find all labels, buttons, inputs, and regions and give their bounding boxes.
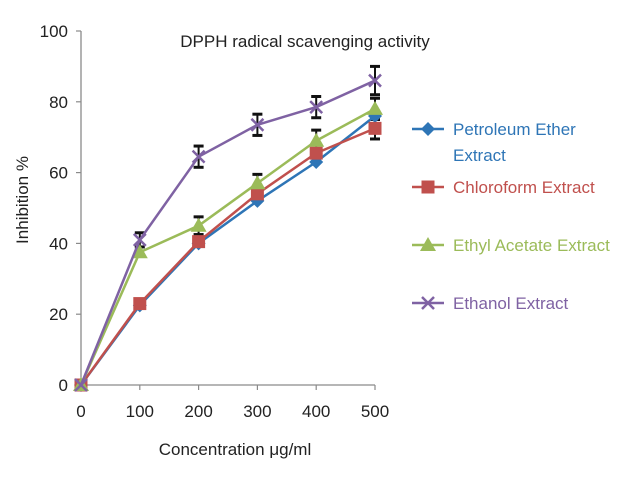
marker-stroke bbox=[74, 378, 88, 392]
legend-label-line: Extract bbox=[453, 146, 506, 165]
legend-label-line: Chloroform Extract bbox=[453, 178, 595, 197]
y-tick-label: 40 bbox=[49, 234, 68, 253]
legend-item: Ethyl Acetate Extract bbox=[412, 236, 610, 255]
series-1 bbox=[74, 121, 382, 392]
marker-stroke bbox=[132, 232, 147, 247]
data-point bbox=[309, 100, 324, 114]
data-point bbox=[132, 232, 147, 247]
data-point bbox=[368, 121, 382, 135]
series-line bbox=[79, 79, 376, 386]
x-tick-label: 100 bbox=[126, 402, 154, 421]
data-point bbox=[250, 117, 265, 132]
data-point bbox=[192, 235, 206, 249]
chart-title: DPPH radical scavenging activity bbox=[180, 32, 430, 51]
data-point bbox=[190, 217, 207, 232]
series-line bbox=[79, 114, 376, 386]
series-3 bbox=[74, 73, 382, 392]
legend-marker bbox=[421, 122, 435, 136]
marker-stroke bbox=[191, 149, 206, 164]
x-axis-label: Concentration μg/ml bbox=[159, 440, 311, 459]
series-line bbox=[79, 107, 376, 386]
x-tick-label: 0 bbox=[76, 402, 85, 421]
data-point bbox=[367, 100, 383, 115]
legend-label-line: Ethyl Acetate Extract bbox=[453, 236, 610, 255]
x-tick-label: 400 bbox=[302, 402, 330, 421]
legend-marker bbox=[421, 180, 435, 194]
marker-stroke bbox=[368, 73, 382, 88]
data-point bbox=[133, 297, 147, 311]
legend-marker bbox=[420, 237, 436, 251]
legend-label-line: Ethanol Extract bbox=[453, 294, 569, 313]
marker-stroke bbox=[250, 117, 265, 132]
series-0 bbox=[74, 108, 382, 392]
legend-item: Ethanol Extract bbox=[412, 294, 569, 313]
data-point bbox=[131, 244, 148, 259]
y-axis-label: Inhibition % bbox=[13, 156, 32, 244]
legend-label: Ethanol Extract bbox=[453, 294, 569, 313]
data-point bbox=[249, 175, 266, 190]
y-tick-label: 20 bbox=[49, 305, 68, 324]
data-point bbox=[74, 378, 88, 392]
legend-item: Petroleum Ether Extract bbox=[412, 120, 576, 165]
series-layer bbox=[73, 73, 383, 392]
legend-label: Ethyl Acetate Extract bbox=[453, 236, 610, 255]
axes: 0 20 40 60 80 100 0 100 200 300 400 500 bbox=[40, 22, 390, 421]
legend-label: Chloroform Extract bbox=[453, 178, 595, 197]
legend-marker bbox=[421, 296, 435, 310]
x-tick-label: 500 bbox=[361, 402, 389, 421]
data-point bbox=[368, 73, 382, 88]
data-point bbox=[309, 146, 323, 160]
legend-item: Chloroform Extract bbox=[412, 178, 595, 197]
y-tick-label: 80 bbox=[49, 93, 68, 112]
data-point bbox=[191, 149, 206, 164]
data-point bbox=[308, 132, 325, 147]
legend-label-line: Petroleum Ether bbox=[453, 120, 576, 139]
series-line bbox=[79, 127, 376, 386]
marker-stroke bbox=[421, 296, 435, 310]
y-tick-label: 60 bbox=[49, 164, 68, 183]
y-tick-label: 0 bbox=[59, 376, 68, 395]
x-tick-label: 200 bbox=[184, 402, 212, 421]
error-bars bbox=[134, 64, 380, 249]
data-point bbox=[250, 187, 264, 201]
y-tick-label: 100 bbox=[40, 22, 68, 41]
x-tick-label: 300 bbox=[243, 402, 271, 421]
legend-label: Petroleum Ether Extract bbox=[453, 120, 576, 165]
marker-stroke bbox=[309, 100, 324, 114]
legend: Petroleum Ether Extract Chloroform Extract… bbox=[412, 120, 610, 313]
